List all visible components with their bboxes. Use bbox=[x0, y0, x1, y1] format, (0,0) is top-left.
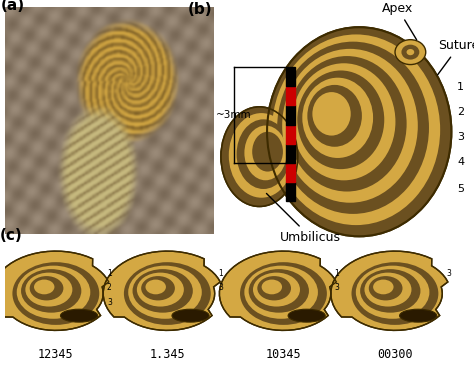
Text: 1: 1 bbox=[335, 269, 339, 278]
Text: 3: 3 bbox=[457, 132, 464, 142]
Ellipse shape bbox=[287, 56, 407, 191]
Text: 3: 3 bbox=[335, 283, 339, 292]
Ellipse shape bbox=[137, 273, 184, 307]
Bar bbox=[286, 182, 294, 201]
Text: 2: 2 bbox=[107, 283, 112, 292]
Ellipse shape bbox=[141, 276, 175, 300]
Text: 2: 2 bbox=[457, 107, 464, 117]
Ellipse shape bbox=[240, 262, 327, 325]
Polygon shape bbox=[219, 251, 337, 330]
Ellipse shape bbox=[401, 45, 419, 60]
Bar bbox=[286, 105, 294, 125]
Ellipse shape bbox=[237, 119, 291, 189]
Ellipse shape bbox=[21, 269, 82, 313]
Ellipse shape bbox=[312, 92, 351, 135]
Ellipse shape bbox=[17, 266, 91, 319]
Text: 3: 3 bbox=[446, 269, 451, 278]
Ellipse shape bbox=[128, 266, 202, 319]
Ellipse shape bbox=[282, 49, 418, 203]
Text: 00300: 00300 bbox=[377, 348, 413, 361]
Ellipse shape bbox=[253, 273, 300, 307]
Text: Apex: Apex bbox=[382, 2, 417, 40]
Ellipse shape bbox=[26, 273, 73, 307]
Polygon shape bbox=[0, 251, 109, 330]
Ellipse shape bbox=[277, 42, 429, 214]
Bar bbox=[286, 86, 294, 105]
Text: 12345: 12345 bbox=[38, 348, 73, 361]
Text: 4: 4 bbox=[457, 157, 464, 167]
Ellipse shape bbox=[356, 266, 429, 319]
Ellipse shape bbox=[307, 85, 362, 147]
Ellipse shape bbox=[244, 266, 318, 319]
Bar bbox=[286, 144, 294, 163]
Ellipse shape bbox=[302, 78, 373, 158]
Ellipse shape bbox=[272, 34, 440, 225]
Text: Suture: Suture bbox=[438, 39, 474, 75]
Text: 3: 3 bbox=[107, 298, 112, 307]
Ellipse shape bbox=[12, 262, 99, 325]
Ellipse shape bbox=[124, 262, 211, 325]
Text: (a): (a) bbox=[0, 0, 25, 13]
Ellipse shape bbox=[229, 113, 294, 198]
Text: 1: 1 bbox=[107, 269, 112, 278]
Polygon shape bbox=[103, 251, 220, 330]
Text: 1: 1 bbox=[457, 82, 464, 92]
Ellipse shape bbox=[373, 280, 393, 294]
Ellipse shape bbox=[221, 107, 298, 206]
Bar bbox=[286, 67, 294, 86]
Text: (b): (b) bbox=[188, 2, 212, 17]
Ellipse shape bbox=[395, 40, 426, 64]
Ellipse shape bbox=[34, 280, 55, 294]
Ellipse shape bbox=[352, 262, 438, 325]
Ellipse shape bbox=[146, 280, 166, 294]
Text: (c): (c) bbox=[0, 228, 23, 243]
Bar bbox=[286, 163, 294, 182]
Ellipse shape bbox=[172, 309, 209, 322]
Ellipse shape bbox=[133, 269, 193, 313]
Ellipse shape bbox=[297, 71, 384, 169]
Ellipse shape bbox=[252, 132, 283, 172]
Text: 5: 5 bbox=[457, 184, 464, 194]
Text: 1: 1 bbox=[219, 269, 223, 278]
Ellipse shape bbox=[365, 273, 411, 307]
Ellipse shape bbox=[245, 126, 287, 180]
Ellipse shape bbox=[221, 107, 298, 206]
Polygon shape bbox=[331, 251, 448, 330]
Text: 10345: 10345 bbox=[265, 348, 301, 361]
Ellipse shape bbox=[400, 309, 437, 322]
Text: Umbilicus: Umbilicus bbox=[266, 194, 341, 244]
Ellipse shape bbox=[267, 27, 451, 236]
Ellipse shape bbox=[407, 49, 414, 55]
Ellipse shape bbox=[249, 269, 309, 313]
Ellipse shape bbox=[262, 280, 282, 294]
Ellipse shape bbox=[369, 276, 402, 300]
Ellipse shape bbox=[267, 27, 451, 236]
Ellipse shape bbox=[292, 63, 395, 180]
Bar bbox=[286, 125, 294, 144]
Ellipse shape bbox=[30, 276, 64, 300]
Ellipse shape bbox=[360, 269, 420, 313]
Ellipse shape bbox=[288, 309, 325, 322]
Text: 1.345: 1.345 bbox=[149, 348, 185, 361]
Ellipse shape bbox=[257, 276, 291, 300]
Text: 3: 3 bbox=[219, 283, 223, 292]
Text: ~3mm: ~3mm bbox=[216, 110, 252, 120]
Ellipse shape bbox=[61, 309, 98, 322]
